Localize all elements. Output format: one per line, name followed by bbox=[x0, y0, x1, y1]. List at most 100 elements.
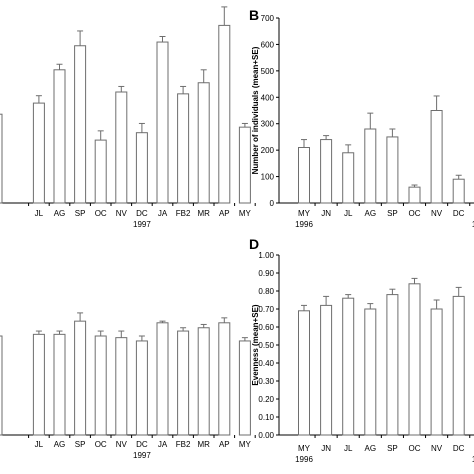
y-tick-label: 500 bbox=[261, 67, 275, 76]
bar bbox=[430, 110, 443, 204]
bar bbox=[238, 340, 251, 436]
x-tick-label: MY bbox=[298, 444, 311, 453]
year-label: 1997 bbox=[472, 455, 474, 464]
bar bbox=[74, 320, 87, 436]
bar bbox=[386, 136, 399, 204]
x-tick-label: MY bbox=[239, 440, 252, 449]
y-tick-label: 0.00 bbox=[258, 431, 274, 440]
x-tick-label: NV bbox=[116, 209, 128, 218]
x-tick-label: MR bbox=[197, 209, 210, 218]
x-tick-label: JN bbox=[321, 444, 331, 453]
y-axis-label: Evenness (mean+SE) bbox=[251, 304, 260, 385]
bar bbox=[115, 91, 128, 204]
x-tick-label: AG bbox=[54, 209, 66, 218]
y-tick-label: 1.00 bbox=[258, 251, 274, 260]
x-tick-label: FB2 bbox=[176, 209, 191, 218]
panel-d: 0.00 0.10 0.20 0.30 0.40 0.50 0.60 0.70 0.80 0.90… bbox=[249, 236, 474, 464]
bar bbox=[177, 330, 190, 436]
bar bbox=[53, 333, 66, 436]
x-tick-label: MR bbox=[197, 440, 210, 449]
y-tick-label: 300 bbox=[261, 120, 275, 129]
bar bbox=[197, 82, 210, 204]
x-tick-label: AG bbox=[365, 444, 377, 453]
bar bbox=[74, 45, 87, 204]
y-tick-label: 0.10 bbox=[258, 413, 274, 422]
x-tick-label: JA bbox=[158, 209, 168, 218]
bar bbox=[135, 132, 148, 204]
y-axis-label: Number of individuals (mean+SE) bbox=[251, 46, 260, 174]
x-tick-label: SP bbox=[387, 209, 398, 218]
x-tick-label: JL bbox=[35, 440, 44, 449]
year-label: 1997 bbox=[472, 220, 474, 229]
y-tick-label: 0.30 bbox=[258, 377, 274, 386]
bar bbox=[408, 283, 421, 436]
bar bbox=[32, 102, 45, 204]
panel-a: JL AG SP OC NV DC JA FB2 MR AP MY 1997 bbox=[0, 6, 256, 229]
panel-letter: D bbox=[249, 236, 259, 252]
y-tick-label: 100 bbox=[261, 173, 275, 182]
y-tick-label: 0.20 bbox=[258, 395, 274, 404]
bar bbox=[430, 308, 443, 436]
bar bbox=[135, 340, 148, 436]
x-tick-label: JL bbox=[344, 444, 353, 453]
bar bbox=[94, 139, 107, 204]
bar bbox=[53, 69, 66, 204]
bar bbox=[0, 113, 3, 204]
x-tick-label: OC bbox=[409, 209, 421, 218]
bar bbox=[218, 322, 231, 436]
year-label: 1996 bbox=[295, 455, 313, 464]
bar bbox=[452, 178, 465, 204]
bar bbox=[342, 297, 355, 436]
x-tick-label: JA bbox=[158, 440, 168, 449]
x-tick-label: AP bbox=[219, 209, 230, 218]
bar bbox=[115, 337, 128, 436]
x-tick-label: DC bbox=[136, 440, 148, 449]
x-tick-label: SP bbox=[387, 444, 398, 453]
panel-b: 0 100 200 300 400 500 600 700 Number of individu… bbox=[249, 7, 474, 229]
x-tick-label: AG bbox=[54, 440, 66, 449]
bar bbox=[94, 335, 107, 436]
y-tick-label: 0.50 bbox=[258, 341, 274, 350]
x-tick-label: JL bbox=[344, 209, 353, 218]
bar bbox=[0, 335, 3, 436]
y-tick-label: 0.60 bbox=[258, 323, 274, 332]
x-tick-label: AP bbox=[219, 440, 230, 449]
bar bbox=[218, 24, 231, 204]
x-tick-label: SP bbox=[75, 440, 86, 449]
y-tick-label: 0.70 bbox=[258, 305, 274, 314]
x-tick-label: AG bbox=[365, 209, 377, 218]
bar bbox=[342, 152, 355, 204]
bar bbox=[320, 139, 333, 204]
x-tick-label: NV bbox=[431, 444, 443, 453]
panel-c: JL AG SP OC NV DC JA FB2 MR AP MY 1997 bbox=[0, 312, 256, 460]
y-tick-label: 0.80 bbox=[258, 287, 274, 296]
bar bbox=[386, 294, 399, 436]
y-tick-label: 0 bbox=[270, 199, 275, 208]
bar bbox=[177, 93, 190, 204]
year-label: 1997 bbox=[133, 220, 151, 229]
x-tick-label: JN bbox=[321, 209, 331, 218]
bar bbox=[298, 147, 310, 204]
bar bbox=[156, 41, 169, 204]
x-tick-label: NV bbox=[431, 209, 443, 218]
x-tick-label: MY bbox=[239, 209, 252, 218]
y-tick-label: 600 bbox=[261, 40, 275, 49]
y-tick-label: 0.40 bbox=[258, 359, 274, 368]
bar bbox=[32, 333, 45, 436]
y-tick-label: 200 bbox=[261, 146, 275, 155]
bar bbox=[197, 327, 210, 436]
bar bbox=[408, 186, 421, 204]
x-tick-label: OC bbox=[95, 440, 107, 449]
bar bbox=[298, 310, 310, 436]
x-tick-label: MY bbox=[298, 209, 311, 218]
x-tick-label: OC bbox=[409, 444, 421, 453]
bar bbox=[364, 308, 377, 436]
x-tick-label: DC bbox=[136, 209, 148, 218]
x-tick-label: SP bbox=[75, 209, 86, 218]
panel-letter: B bbox=[249, 7, 259, 23]
y-tick-label: 700 bbox=[261, 14, 275, 23]
x-tick-label: FB2 bbox=[176, 440, 191, 449]
x-tick-label: NV bbox=[116, 440, 128, 449]
y-tick-label: 400 bbox=[261, 93, 275, 102]
